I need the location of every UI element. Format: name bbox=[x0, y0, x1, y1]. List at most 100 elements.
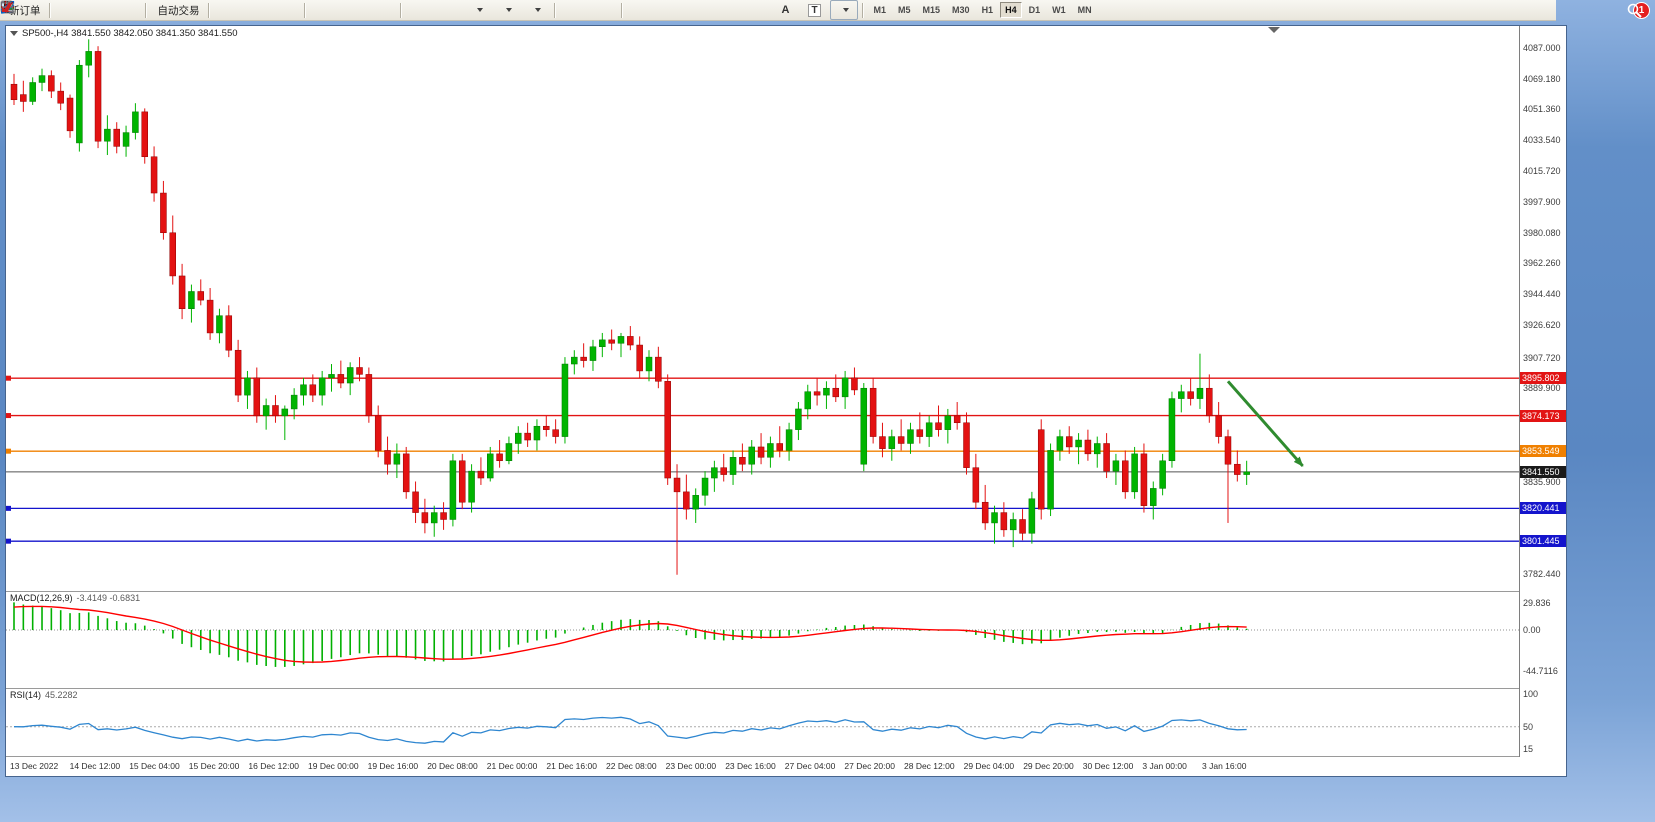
price-axis-label: 4015.720 bbox=[1523, 166, 1561, 177]
text-tool-button[interactable]: A bbox=[772, 0, 800, 20]
rsi-line bbox=[13, 716, 1247, 744]
cascade-windows-button[interactable] bbox=[1, 0, 434, 20]
timeframe-M30[interactable]: M30 bbox=[952, 5, 970, 15]
macd-chart[interactable] bbox=[6, 592, 1519, 688]
panel-divider[interactable] bbox=[6, 688, 1566, 689]
tile-windows-button[interactable] bbox=[2, 0, 396, 20]
crosshair-button[interactable] bbox=[1, 0, 617, 20]
zoom-in-button[interactable] bbox=[1, 0, 338, 20]
autotrading-button[interactable]: 自动交易 bbox=[1, 0, 204, 20]
price-line-tag[interactable]: 3820.441 bbox=[1520, 502, 1566, 515]
trendline-button[interactable] bbox=[1, 0, 713, 20]
rsi-panel[interactable]: RSI(14) 45.2282 bbox=[6, 689, 1519, 756]
vertical-line-button[interactable] bbox=[4, 0, 655, 20]
time-axis-label: 21 Dec 00:00 bbox=[486, 761, 538, 771]
label-tool-label: T bbox=[808, 3, 821, 17]
trend-arrow[interactable] bbox=[1226, 380, 1304, 467]
candlestick-chart-button[interactable] bbox=[2, 0, 271, 20]
price-axis[interactable]: 4087.000 4069.180 4051.360 4033.540 4015.720… bbox=[1519, 26, 1566, 757]
time-axis-label: 13 Dec 2022 bbox=[10, 761, 59, 771]
hline-edge-marker bbox=[6, 505, 11, 511]
separator bbox=[48, 2, 51, 18]
separator bbox=[620, 2, 623, 18]
price-line-tag[interactable]: 3895.802 bbox=[1520, 372, 1566, 385]
timeframe-M5[interactable]: M5 bbox=[898, 5, 911, 15]
bar-chart-button[interactable] bbox=[3, 0, 242, 20]
price-axis-label: 4051.360 bbox=[1523, 104, 1561, 115]
candlestick-chart[interactable] bbox=[6, 26, 1519, 591]
signals-button[interactable] bbox=[3, 0, 141, 20]
price-axis-label: 3997.900 bbox=[1523, 196, 1561, 207]
label-tool-button[interactable]: T bbox=[801, 0, 829, 20]
time-axis-label: 23 Dec 16:00 bbox=[725, 761, 776, 771]
macd-name: MACD(12,26,9) bbox=[10, 593, 73, 603]
time-axis-label: 3 Jan 00:00 bbox=[1142, 761, 1187, 771]
separator bbox=[144, 2, 147, 18]
arrow-objects-button[interactable] bbox=[2, 0, 858, 20]
tile-vertical-button[interactable] bbox=[1, 0, 463, 20]
timeframe-H4[interactable]: H4 bbox=[1000, 2, 1022, 18]
current-price-tag: 3841.550 bbox=[1520, 465, 1566, 478]
time-axis-label: 21 Dec 16:00 bbox=[546, 761, 597, 771]
timeframe-group: M1 M5 M15 M30 H1 H4 D1 W1 MN bbox=[868, 2, 1098, 18]
profile-button[interactable] bbox=[2, 0, 112, 20]
timeframe-M15[interactable]: M15 bbox=[922, 5, 941, 15]
price-axis-label: -44.7116 bbox=[1523, 665, 1558, 676]
dropdown-caret bbox=[505, 8, 512, 12]
price-axis-label: 4033.540 bbox=[1523, 135, 1561, 146]
time-axis-label: 19 Dec 00:00 bbox=[308, 761, 359, 771]
time-axis-label: 22 Dec 08:00 bbox=[606, 761, 657, 771]
macd-label: MACD(12,26,9) -3.4149 -0.6831 bbox=[10, 593, 140, 603]
price-axis-label: 3962.260 bbox=[1523, 258, 1561, 269]
separator bbox=[553, 2, 556, 18]
chart-title: SP500-,H4 3841.550 3842.050 3841.350 384… bbox=[10, 28, 238, 39]
chart-window: SP500-,H4 3841.550 3842.050 3841.350 384… bbox=[5, 25, 1567, 777]
panel-divider[interactable] bbox=[6, 756, 1566, 757]
alerts-button[interactable] bbox=[2, 0, 83, 20]
time-axis-label: 28 Dec 12:00 bbox=[904, 761, 955, 771]
text-tool-label: A bbox=[781, 4, 790, 16]
toolbar: 新订单 自动交易 A T M1 M5 M15 M30 H1 H4 D1 W1 MN bbox=[0, 0, 1556, 21]
timeframe-MN[interactable]: MN bbox=[1077, 5, 1092, 15]
macd-panel[interactable]: MACD(12,26,9) -3.4149 -0.6831 bbox=[6, 592, 1519, 688]
rsi-label: RSI(14) 45.2282 bbox=[10, 690, 78, 700]
price-line-tag[interactable]: 3801.445 bbox=[1520, 535, 1566, 548]
separator bbox=[861, 2, 864, 18]
timeframe-H1[interactable]: H1 bbox=[981, 5, 994, 15]
price-axis-label: 4087.000 bbox=[1523, 42, 1561, 53]
candles bbox=[10, 39, 1250, 575]
price-line-tag[interactable]: 3853.549 bbox=[1520, 445, 1566, 458]
fibonacci-button[interactable] bbox=[1, 0, 771, 20]
time-axis-label: 23 Dec 00:00 bbox=[665, 761, 717, 771]
price-axis-label: 3835.900 bbox=[1523, 476, 1561, 487]
cursor-button[interactable] bbox=[4, 0, 588, 20]
templates-button[interactable] bbox=[1, 0, 550, 20]
main-chart-panel[interactable]: SP500-,H4 3841.550 3842.050 3841.350 384… bbox=[6, 26, 1519, 591]
separator bbox=[207, 2, 210, 18]
time-axis-label: 29 Dec 20:00 bbox=[1023, 761, 1074, 771]
price-axis-label: 50 bbox=[1523, 721, 1534, 732]
indicators-button[interactable] bbox=[0, 0, 492, 20]
dropdown-caret bbox=[534, 8, 541, 12]
timeframe-W1[interactable]: W1 bbox=[1052, 5, 1066, 15]
horizontal-line-button[interactable] bbox=[1, 0, 684, 20]
periods-button[interactable] bbox=[1, 0, 521, 20]
price-line-tag[interactable]: 3874.173 bbox=[1520, 409, 1566, 422]
time-axis-label: 20 Dec 08:00 bbox=[427, 761, 478, 771]
time-axis-label: 16 Dec 12:00 bbox=[248, 761, 299, 771]
rsi-chart[interactable] bbox=[6, 689, 1519, 756]
toolbar-right: 1 bbox=[1626, 2, 1650, 19]
timeframe-D1[interactable]: D1 bbox=[1028, 5, 1041, 15]
timeframe-M1[interactable]: M1 bbox=[873, 5, 887, 15]
time-axis-label: 15 Dec 04:00 bbox=[129, 761, 180, 771]
panel-divider[interactable] bbox=[6, 591, 1566, 592]
chart-shift-marker[interactable] bbox=[1268, 27, 1280, 33]
line-chart-button[interactable] bbox=[1, 0, 300, 20]
equidistant-channel-button[interactable] bbox=[0, 0, 742, 20]
chart-title-collapse-icon[interactable] bbox=[10, 31, 18, 36]
macd-values: -3.4149 -0.6831 bbox=[76, 593, 141, 603]
price-axis-label: 29.836 bbox=[1523, 598, 1551, 609]
zoom-out-button[interactable] bbox=[1, 0, 367, 20]
time-axis[interactable]: 13 Dec 2022 14 Dec 12:00 15 Dec 04:00 15 De… bbox=[6, 757, 1519, 776]
time-axis-label: 27 Dec 04:00 bbox=[784, 761, 836, 771]
